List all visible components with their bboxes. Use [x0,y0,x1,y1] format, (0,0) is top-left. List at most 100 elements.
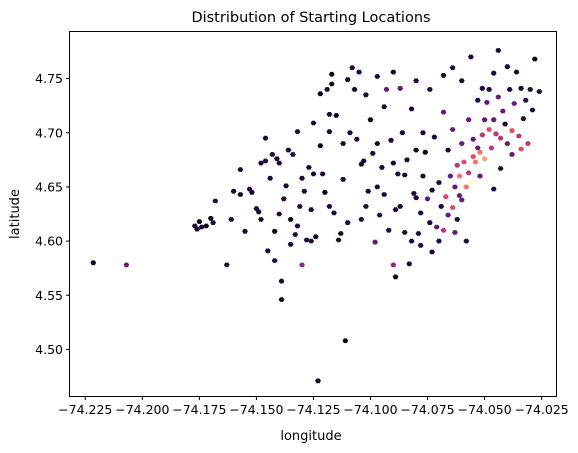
hexbin-point-170 [509,152,515,157]
x-axis-label: longitude [280,429,341,444]
hexbin-point-183 [310,120,317,126]
hexbin-point-83 [392,274,399,280]
hexbin-point-175 [458,78,465,84]
hexbin-point-125 [470,154,477,159]
hexbin-point-39 [303,237,310,243]
hexbin-point-4 [196,219,203,224]
hexbin-point-150 [509,128,515,133]
hexbin-point-194 [344,220,351,225]
x-tick-label: −74.025 [515,402,569,417]
y-tick-label: 4.60 [35,234,63,249]
hexbin-point-195 [326,204,333,209]
hexbin-point-176 [468,54,474,60]
hexbin-point-77 [383,87,390,92]
hexbin-point-147 [504,64,511,69]
hexbin-point-34 [294,223,301,229]
hexbin-point-73 [374,74,381,79]
hexbin-point-105 [440,109,447,115]
hexbin-point-113 [452,184,458,190]
hexbin-point-79 [388,138,394,143]
hexbin-point-118 [458,141,465,146]
hexbin-point-106 [440,227,447,233]
hexbin-point-37 [299,175,305,181]
hexbin-point-8 [210,220,216,225]
hexbin-point-188 [390,160,397,166]
hexbin-point-86 [399,130,406,136]
hexbin-point-167 [490,186,497,192]
x-tick-label: −74.050 [457,402,511,417]
hexbin-point-182 [294,129,301,134]
hexbin-point-102 [433,224,440,230]
hexbin-point-76 [381,104,388,110]
hexbin-point-169 [477,173,483,179]
hexbin-point-174 [413,78,419,84]
chart-title: Distribution of Starting Locations [191,10,430,26]
hexbin-point-19 [262,158,269,164]
hexbin-point-161 [463,238,470,244]
hexbin-point-143 [495,94,502,100]
hexbin-point-177 [449,65,456,71]
hexbin-point-156 [522,97,529,103]
x-tick-label: −74.225 [58,402,112,417]
hexbin-point-96 [420,130,426,136]
hexbin-point-31 [287,217,294,222]
hexbin-point-21 [267,175,273,181]
hexbin-point-116 [456,193,463,198]
y-axis: 4.50 4.55 4.60 4.65 4.70 4.75 [35,71,70,357]
hexbin-point-164 [429,249,435,255]
hexbin-point-53 [331,210,337,216]
hexbin-point-122 [465,117,472,123]
hexbin-point-9 [212,198,219,204]
hexbin-point-117 [456,173,463,179]
hexbin-point-91 [411,191,417,196]
hexbin-point-27 [278,297,285,302]
hexbin-point-57 [340,177,346,182]
hexbin-point-197 [287,242,294,247]
x-tick-label: −74.150 [229,402,283,417]
hexbin-point-115 [454,217,461,222]
hexbin-point-112 [449,205,456,210]
hexbin-point-108 [445,147,451,153]
hexbin-point-109 [445,212,451,218]
hexbin-point-148 [504,141,511,146]
hexbin-point-136 [486,127,492,132]
hexbin-point-134 [481,117,488,123]
hexbin-point-124 [468,179,474,184]
hexbin-point-51 [328,81,335,87]
hexbin-point-103 [436,180,442,185]
hexbin-point-28 [280,196,287,202]
hexbin-point-71 [372,239,378,245]
hexbin-point-181 [276,160,283,166]
hexbin-point-135 [484,100,490,105]
hexbin-point-171 [518,146,524,152]
hexbin-point-159 [531,56,538,62]
hexbin-point-178 [440,73,447,78]
hexbin-point-43 [312,234,319,240]
hexbin-point-44 [315,378,321,384]
hexbin-point-68 [365,188,372,194]
hexbin-point-38 [301,188,308,194]
hexbin-point-1 [123,262,130,268]
y-tick-label: 4.55 [35,288,63,303]
hexbin-point-5 [198,224,205,230]
hexbin-point-70 [369,151,376,156]
hexbin-point-64 [356,69,362,75]
hexbin-point-22 [269,152,276,157]
hexbin-point-75 [379,165,385,170]
hexbin-point-111 [449,127,456,132]
hexbin-point-110 [447,173,454,179]
hexbin-point-144 [497,135,504,141]
hexbin-point-187 [374,141,381,146]
hexbin-point-114 [454,162,461,168]
hexbin-point-127 [472,159,479,165]
x-tick-label: −74.200 [115,402,169,417]
hexbin-point-3 [194,226,200,232]
hexbin-point-50 [326,129,333,134]
hexbin-point-200 [230,188,237,194]
hexbin-point-41 [308,207,315,212]
hexbin-point-104 [438,204,445,209]
hexbin-point-131 [479,86,486,91]
hexbin-point-149 [506,87,513,92]
x-axis: −74.225 −74.200 −74.175 −74.150 −74.125 −74.1… [58,396,569,417]
